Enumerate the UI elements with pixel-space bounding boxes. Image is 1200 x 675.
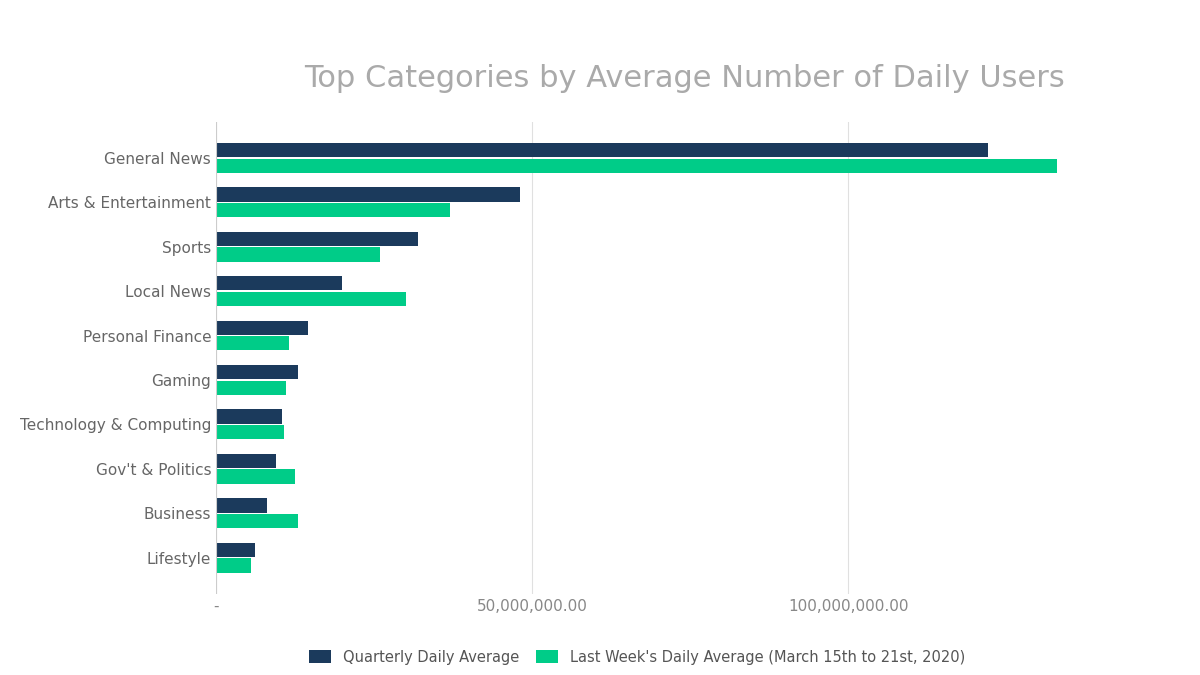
Bar (216, 159, 1057, 173)
Bar (216, 365, 299, 379)
Bar (216, 292, 406, 306)
Bar (216, 143, 988, 157)
Bar (216, 336, 289, 350)
Title: Top Categories by Average Number of Daily Users: Top Categories by Average Number of Dail… (304, 63, 1064, 92)
Bar (216, 188, 520, 202)
Bar (216, 498, 266, 512)
Bar (216, 410, 282, 424)
Bar (216, 543, 256, 557)
Bar (216, 247, 380, 262)
Bar (216, 454, 276, 468)
Bar (216, 558, 251, 572)
Bar (216, 514, 299, 528)
Bar (216, 203, 450, 217)
Legend: Quarterly Daily Average, Last Week's Daily Average (March 15th to 21st, 2020): Quarterly Daily Average, Last Week's Dai… (304, 644, 971, 670)
Bar (216, 470, 295, 484)
Bar (216, 321, 307, 335)
Bar (216, 381, 286, 395)
Bar (216, 276, 342, 290)
Bar (216, 425, 284, 439)
Bar (216, 232, 419, 246)
